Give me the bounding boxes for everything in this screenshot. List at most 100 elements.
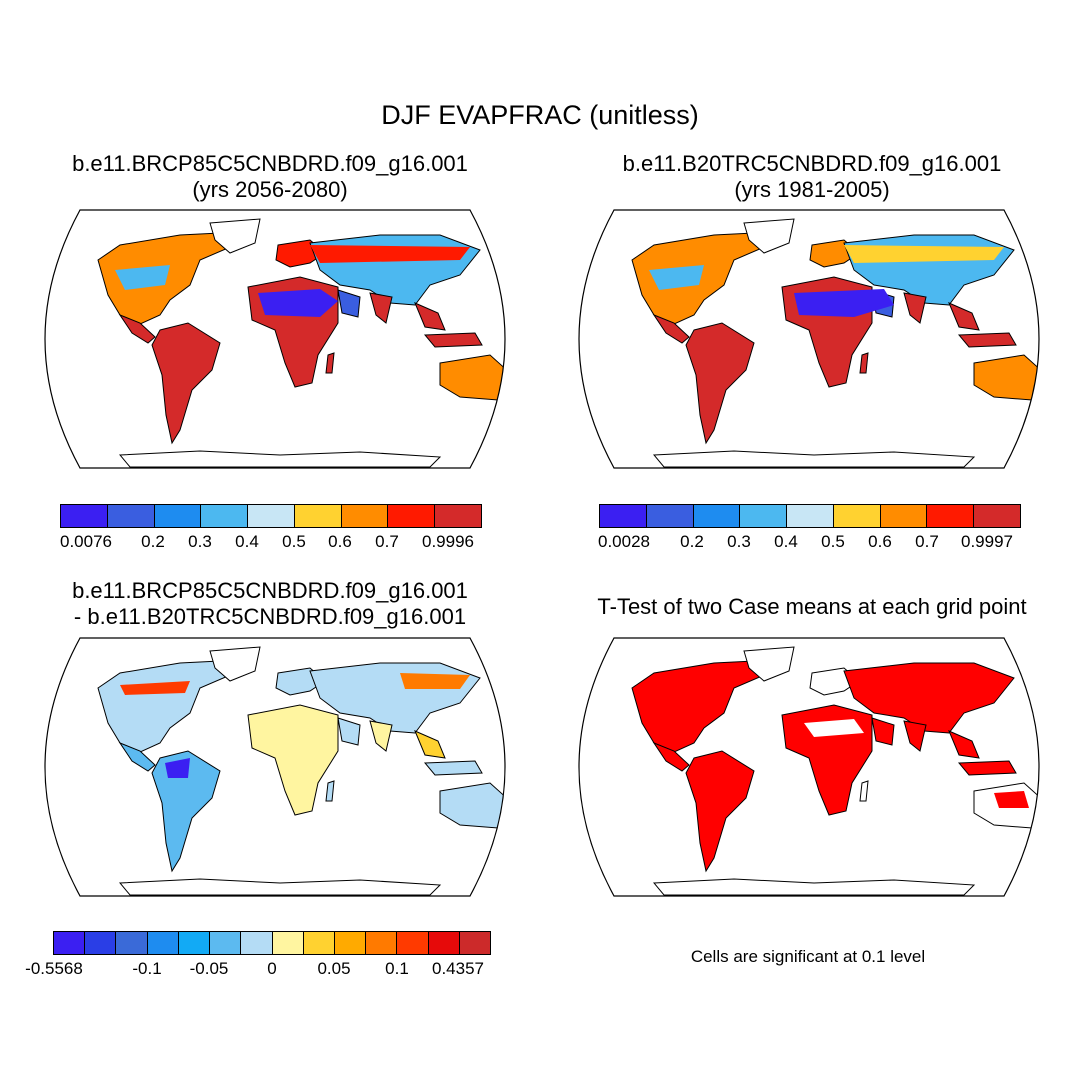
colorbar-tl-swatch: [201, 505, 249, 527]
colorbar-bl-tick-label: -0.05: [189, 959, 229, 978]
panel-bl-title-line2: - b.e11.B20TRC5CNBDRD.f09_g16.001: [73, 604, 467, 629]
land-camerica: [118, 741, 156, 772]
siberia-region: [400, 673, 470, 689]
land-samerica: [685, 750, 755, 873]
land-india: [903, 292, 927, 324]
panel-bl-title: b.e11.BRCP85C5CNBDRD.f09_g16.001 - b.e11…: [10, 578, 530, 630]
colorbar-bl-swatch: [54, 932, 86, 954]
colorbar-bl-swatch: [241, 932, 273, 954]
map-border: [578, 209, 1040, 469]
colorbar-tr-tick-label: 0.5: [821, 532, 845, 551]
land-camerica: [118, 313, 156, 344]
land-africa: [247, 704, 339, 816]
land-indonesia: [957, 760, 1017, 776]
colorbar-bl-swatch: [85, 932, 117, 954]
colorbar-tl-swatch: [388, 505, 436, 527]
land-indonesia: [423, 760, 483, 776]
colorbar-tl-tick-label: 0.9996: [422, 532, 474, 551]
land-greenland: [743, 218, 795, 254]
colorbar-bl-swatch: [334, 932, 367, 954]
colorbar-bl-swatch: [303, 932, 335, 954]
land-india: [369, 720, 393, 752]
panel-br-title-line1: T-Test of two Case means at each grid po…: [597, 594, 1027, 619]
map-tr: [578, 209, 1040, 469]
map-bl: [44, 637, 506, 897]
colorbar-bl-tick-label: 0.1: [385, 959, 409, 978]
colorbar-tl: [60, 504, 482, 528]
sahara-region: [258, 289, 338, 317]
land-seasia: [948, 302, 980, 331]
land-antarctica: [118, 450, 442, 468]
colorbar-tr: [599, 504, 1021, 528]
land-samerica: [151, 750, 221, 873]
land-madagascar: [859, 352, 869, 374]
amazon-region: [165, 758, 190, 778]
sahara-region: [794, 289, 894, 317]
colorbar-tl-swatch: [435, 505, 482, 527]
colorbar-tl-swatch: [294, 505, 342, 527]
land-camerica: [652, 741, 690, 772]
land-indonesia: [423, 332, 483, 348]
land-madagascar: [859, 780, 869, 802]
australia-region: [994, 791, 1029, 808]
map-border: [44, 637, 506, 897]
colorbar-bl-swatch: [178, 932, 211, 954]
panel-tl-title-line1: b.e11.BRCP85C5CNBDRD.f09_g16.001: [72, 151, 468, 176]
colorbar-tl-tick-label: 0.2: [141, 532, 165, 551]
land-arabia: [337, 289, 361, 318]
colorbar-tl-tick-label: 0.4: [235, 532, 259, 551]
land-india: [903, 720, 927, 752]
colorbar-tr-tick-label: 0.9997: [961, 532, 1013, 551]
land-indonesia: [957, 332, 1017, 348]
panel-tr-title-line2: (yrs 1981-2005): [734, 177, 890, 202]
land-arabia: [871, 717, 895, 746]
panel-tr-title-line1: b.e11.B20TRC5CNBDRD.f09_g16.001: [622, 151, 1002, 176]
panel-tl-title: b.e11.BRCP85C5CNBDRD.f09_g16.001 (yrs 20…: [10, 151, 530, 203]
colorbar-tl-tick-label: 0.5: [282, 532, 306, 551]
land-antarctica: [118, 878, 442, 896]
land-india: [369, 292, 393, 324]
colorbar-bl-tick-label: 0.05: [317, 959, 351, 978]
colorbar-bl-swatch: [147, 932, 179, 954]
map-border: [44, 209, 506, 469]
colorbar-tl-swatch: [248, 505, 295, 527]
colorbar-tr-tick-label: 0.4: [774, 532, 798, 551]
panel-tl-title-line2: (yrs 2056-2080): [192, 177, 348, 202]
panel-br-title: T-Test of two Case means at each grid po…: [552, 594, 1072, 620]
colorbar-tr-swatch: [880, 505, 928, 527]
colorbar-tr-tick-label: 0.3: [727, 532, 751, 551]
map-border: [578, 637, 1040, 897]
canada-region: [120, 681, 190, 695]
figure-title: DJF EVAPFRAC (unitless): [381, 100, 699, 130]
land-seasia: [948, 730, 980, 759]
panel-tr-title: b.e11.B20TRC5CNBDRD.f09_g16.001 (yrs 198…: [552, 151, 1072, 203]
colorbar-tl-swatch: [61, 505, 108, 527]
land-greenland: [209, 646, 261, 682]
colorbar-bl-tick-label: -0.5568: [25, 959, 83, 978]
northern-eurasia-region: [844, 245, 1004, 263]
land-greenland: [209, 218, 261, 254]
land-asia: [843, 662, 1015, 734]
land-madagascar: [325, 352, 335, 374]
colorbar-bl-swatch: [116, 932, 148, 954]
colorbar-tr-tick-label: 0.7: [915, 532, 939, 551]
colorbar-tr-swatch: [927, 505, 975, 527]
colorbar-tl-swatch: [107, 505, 155, 527]
colorbar-tl-swatch: [154, 505, 202, 527]
colorbar-tl-tick-label: 0.0076: [60, 532, 112, 551]
colorbar-bl-swatch: [428, 932, 460, 954]
land-madagascar: [325, 780, 335, 802]
colorbar-tr-swatch: [833, 505, 881, 527]
land-arabia: [337, 717, 361, 746]
colorbar-bl-tick-label: 0: [267, 959, 277, 978]
sahara-region: [804, 719, 864, 737]
colorbar-bl: [53, 931, 491, 955]
us-interior-region: [115, 265, 170, 290]
land-samerica: [151, 322, 221, 445]
colorbar-tr-swatch: [787, 505, 834, 527]
land-seasia: [414, 302, 446, 331]
colorbar-tr-swatch: [740, 505, 788, 527]
colorbar-bl-swatch: [459, 932, 491, 954]
colorbar-tr-swatch: [693, 505, 741, 527]
colorbar-bl-swatch: [366, 932, 398, 954]
